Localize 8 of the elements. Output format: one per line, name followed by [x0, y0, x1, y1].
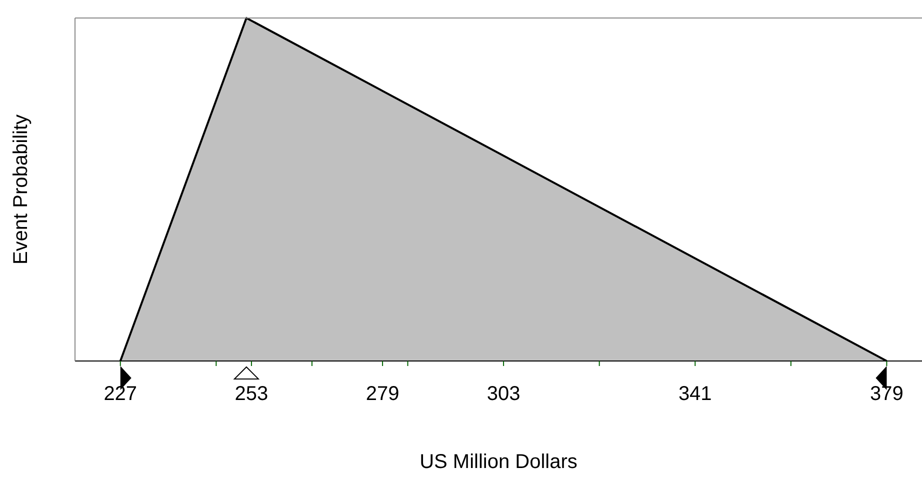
- x-tick-label: 341: [678, 383, 712, 405]
- x-tick-label: 279: [366, 383, 400, 405]
- x-tick-label: 253: [234, 383, 268, 405]
- x-tick-label: 303: [486, 383, 520, 405]
- x-tick-label: 227: [104, 383, 138, 405]
- x-axis-title: US Million Dollars: [420, 451, 578, 473]
- y-axis-title: Event Probability: [10, 114, 32, 265]
- x-tick-label: 379: [870, 383, 904, 405]
